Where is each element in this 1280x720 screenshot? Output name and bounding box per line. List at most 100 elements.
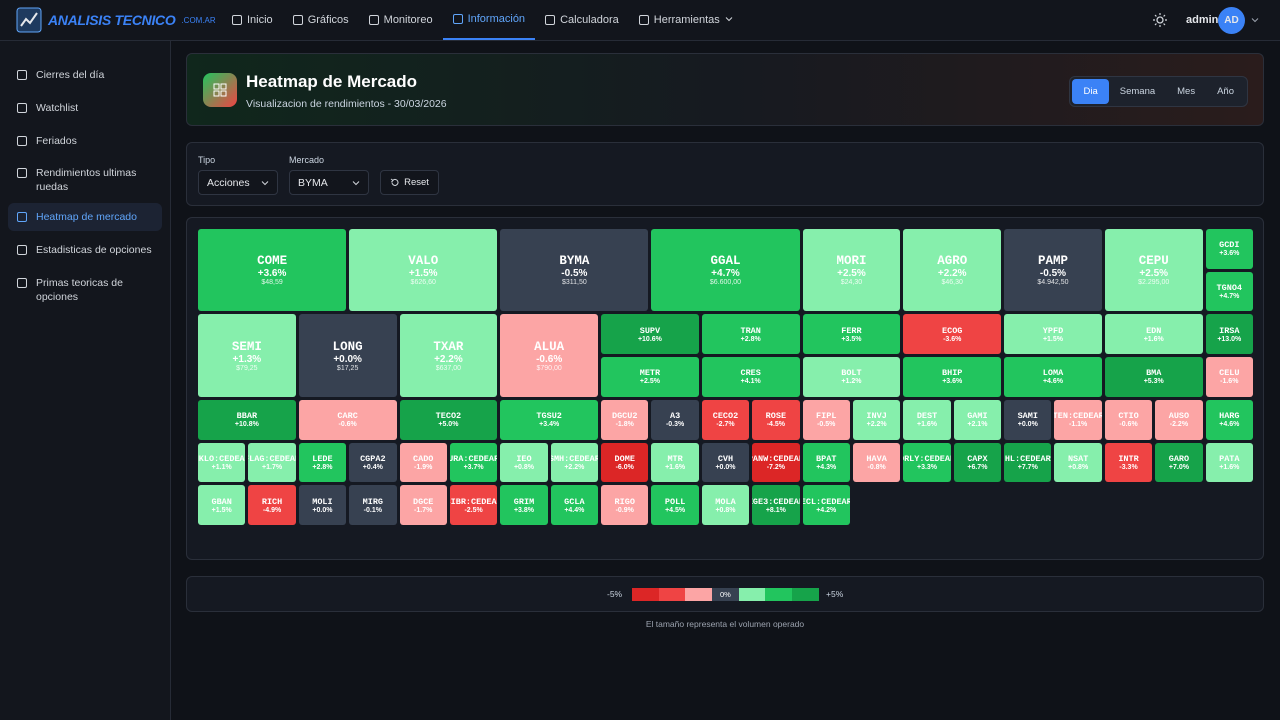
heatmap-tile[interactable]: PAMP -0.5% $4.942,50 <box>1004 229 1102 312</box>
heatmap-tile[interactable]: AGRO +2.2% $46,30 <box>903 229 1002 312</box>
heatmap-tile[interactable]: BBAR +10.8% <box>198 399 296 440</box>
heatmap-tile[interactable]: GCDI +3.6% <box>1205 229 1253 269</box>
heatmap-tile[interactable]: LOMA +4.6% <box>1004 357 1102 397</box>
heatmap-tile[interactable]: CGPA2 +0.4% <box>349 442 397 483</box>
period-button[interactable]: Semana <box>1119 86 1156 97</box>
heatmap-tile[interactable]: INVJ +2.2% <box>852 399 901 440</box>
heatmap-tile[interactable]: TRAN +2.8% <box>701 314 800 355</box>
heatmap-tile[interactable]: CRES +4.1% <box>701 357 800 397</box>
heatmap-tile[interactable]: INTR -3.3% <box>1104 442 1153 483</box>
heatmap-tile[interactable]: ORLY:CEDEAR+3.3% <box>903 442 951 483</box>
theme-toggle[interactable] <box>1153 13 1167 27</box>
nav-item[interactable]: Calculadora <box>535 0 629 40</box>
heatmap-tile[interactable]: VALO +1.5% $626,60 <box>349 229 498 312</box>
heatmap-tile[interactable]: HL:CEDEAR +7.7% <box>1004 442 1052 483</box>
heatmap-tile[interactable]: ECOG -3.6% <box>903 314 1002 355</box>
heatmap-tile[interactable]: TEN:CEDEAR -1.1% <box>1054 399 1102 440</box>
heatmap-tile[interactable]: GBAN +1.5% <box>198 485 246 525</box>
period-button[interactable]: Mes <box>1177 86 1196 97</box>
heatmap-tile[interactable]: PATA +1.6% <box>1205 442 1253 483</box>
heatmap-tile[interactable]: URA:CEDEAR +3.7% <box>449 442 498 483</box>
heatmap-tile[interactable]: SMH:CEDEAR +2.2% <box>550 442 599 483</box>
heatmap-tile[interactable]: CELU -1.6% <box>1205 357 1253 397</box>
heatmap-tile[interactable]: A3 -0.3% <box>651 399 699 440</box>
heatmap-tile[interactable]: COME +3.6% $48,59 <box>198 229 347 312</box>
heatmap-tile[interactable]: MTR +1.6% <box>651 442 699 483</box>
sidebar-item[interactable]: Estadisticas de opciones <box>8 236 162 264</box>
heatmap-tile[interactable]: MORI +2.5% $24,30 <box>802 229 901 312</box>
heatmap-tile[interactable]: GAMI +2.1% <box>953 399 1002 440</box>
heatmap-tile[interactable]: YPFD +1.5% <box>1004 314 1102 355</box>
heatmap-tile[interactable]: POLL +4.5% <box>651 485 699 525</box>
sidebar-item[interactable]: Feriados <box>8 127 162 155</box>
heatmap-tile[interactable]: DOME -6.0% <box>601 442 649 483</box>
heatmap-tile[interactable]: SAMI +0.0% <box>1004 399 1052 440</box>
select[interactable]: Acciones <box>198 170 278 195</box>
heatmap-tile[interactable]: IRSA +13.0% <box>1205 314 1253 355</box>
heatmap-tile[interactable]: FLAG:CEDEAR+1.7% <box>248 442 296 483</box>
nav-item[interactable]: Herramientas <box>629 0 743 40</box>
heatmap-tile[interactable]: CVH +0.0% <box>701 442 750 483</box>
heatmap-tile[interactable]: HARG +4.6% <box>1205 399 1253 440</box>
heatmap-tile[interactable]: MOLA +0.8% <box>701 485 750 525</box>
heatmap-tile[interactable]: DGCU2 -1.8% <box>601 399 649 440</box>
heatmap-tile[interactable]: CADO -1.9% <box>399 442 447 483</box>
nav-item[interactable]: Monitoreo <box>359 0 443 40</box>
heatmap-tile[interactable]: AUSO -2.2% <box>1155 399 1203 440</box>
heatmap-tile[interactable]: GCLA +4.4% <box>550 485 599 525</box>
heatmap-tile[interactable]: CEPU +2.5% $2.295,00 <box>1104 229 1203 312</box>
heatmap-tile[interactable]: RICH -4.9% <box>248 485 296 525</box>
heatmap-tile[interactable]: NSAT +0.8% <box>1054 442 1102 483</box>
user-name[interactable]: admin <box>1186 14 1219 26</box>
heatmap-tile[interactable]: PANW:CEDEAR-7.2% <box>752 442 800 483</box>
heatmap-tile[interactable]: SEMI +1.3% $79,25 <box>198 314 296 397</box>
heatmap-tile[interactable]: TGSU2 +3.4% <box>500 399 599 440</box>
heatmap-tile[interactable]: BHIP +3.6% <box>903 357 1002 397</box>
heatmap-tile[interactable]: CECO2 -2.7% <box>701 399 750 440</box>
nav-item[interactable]: Gráficos <box>283 0 359 40</box>
heatmap-tile[interactable]: FERR +3.5% <box>802 314 901 355</box>
heatmap-tile[interactable]: RIGO -0.9% <box>601 485 649 525</box>
heatmap-tile[interactable]: MOLI +0.0% <box>298 485 347 525</box>
avatar[interactable]: AD <box>1218 7 1245 34</box>
user-chevron[interactable] <box>1251 16 1259 24</box>
heatmap-tile[interactable]: DEST +1.6% <box>903 399 951 440</box>
heatmap-tile[interactable]: GARO +7.0% <box>1155 442 1203 483</box>
heatmap-tile[interactable]: ECL:CEDEAR +4.2% <box>802 485 850 525</box>
heatmap-tile[interactable]: CIBR:CEDEAR-2.5% <box>449 485 498 525</box>
heatmap-tile[interactable]: BYMA -0.5% $311,50 <box>500 229 649 312</box>
heatmap-tile[interactable]: BPAT +4.3% <box>802 442 850 483</box>
heatmap-tile[interactable]: CARC -0.6% <box>298 399 397 440</box>
heatmap-tile[interactable]: GRIM +3.8% <box>500 485 548 525</box>
nav-item[interactable]: Información <box>442 0 536 40</box>
heatmap-tile[interactable]: MIRG -0.1% <box>349 485 397 525</box>
sidebar-item[interactable]: Rendimientos ultimas ruedas <box>8 159 162 201</box>
heatmap-tile[interactable]: EDN +1.6% <box>1104 314 1203 355</box>
reset-button[interactable]: Reset <box>380 170 439 195</box>
heatmap-tile[interactable]: TXAR +2.2% $637,00 <box>399 314 498 397</box>
heatmap-tile[interactable]: TGNO4 +4.7% <box>1205 271 1253 312</box>
sidebar-item[interactable]: Heatmap de mercado <box>8 203 162 231</box>
heatmap-tile[interactable]: LEDE +2.8% <box>298 442 347 483</box>
heatmap-tile[interactable]: HAVA -0.8% <box>852 442 901 483</box>
heatmap-tile[interactable]: BMA +5.3% <box>1104 357 1203 397</box>
heatmap-tile[interactable]: LONG +0.0% $17,25 <box>298 314 397 397</box>
heatmap-tile[interactable]: SUPV +10.6% <box>601 314 699 355</box>
heatmap-tile[interactable]: BOLT +1.2% <box>802 357 901 397</box>
sidebar-item[interactable]: Cierres del día <box>8 61 162 89</box>
heatmap-tile[interactable]: EGE3:CEDEAR+8.1% <box>752 485 800 525</box>
heatmap-tile[interactable]: FIPL -0.5% <box>802 399 850 440</box>
heatmap-tile[interactable]: NKLO:CEDEAR+1.1% <box>198 442 246 483</box>
sidebar-item[interactable]: Watchlist <box>8 94 162 122</box>
heatmap-tile[interactable]: ROSE -4.5% <box>752 399 800 440</box>
heatmap-tile[interactable]: GGAL +4.7% $6.600,00 <box>651 229 800 312</box>
heatmap-tile[interactable]: TECO2 +5.0% <box>399 399 498 440</box>
heatmap-tile[interactable]: ALUA -0.6% $790,00 <box>500 314 599 397</box>
sidebar-item[interactable]: Primas teoricas de opciones <box>8 269 162 311</box>
brand[interactable]: ANALISIS TECNICO .COM.AR <box>16 7 216 33</box>
heatmap-tile[interactable]: DGCE -1.7% <box>399 485 447 525</box>
heatmap-tile[interactable]: IEO +0.8% <box>500 442 548 483</box>
period-button[interactable]: Año <box>1217 86 1234 97</box>
heatmap-tile[interactable]: CAPX +6.7% <box>953 442 1002 483</box>
nav-item[interactable]: Inicio <box>222 0 283 40</box>
